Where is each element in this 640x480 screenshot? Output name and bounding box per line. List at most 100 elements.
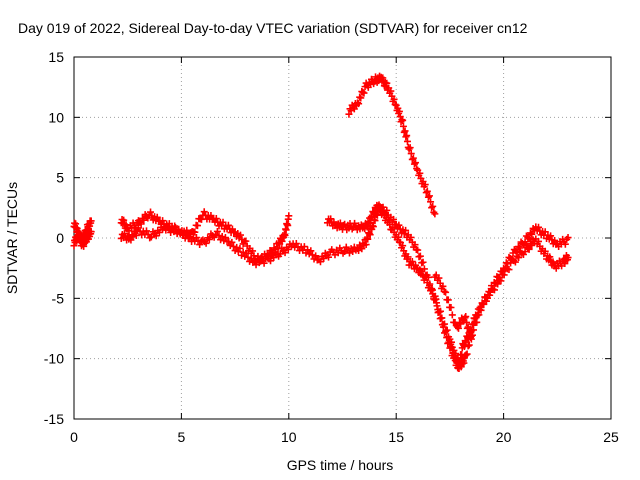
data-point-marker: [87, 217, 95, 225]
data-point-marker: [236, 231, 244, 239]
data-point-marker: [379, 207, 387, 215]
data-point-marker: [399, 116, 407, 124]
data-point-marker: [215, 232, 223, 240]
data-point-marker: [463, 350, 471, 358]
x-tick-label: 20: [496, 429, 512, 445]
y-axis-label: SDTVAR / TECUs: [4, 182, 20, 294]
data-point-marker: [500, 271, 508, 279]
data-point-marker: [427, 198, 435, 206]
data-point-marker: [428, 285, 436, 293]
data-point-marker: [419, 258, 427, 266]
data-point-marker: [162, 226, 170, 234]
data-point-marker: [147, 208, 155, 216]
data-point-marker: [385, 216, 393, 224]
data-point-marker: [439, 323, 447, 331]
data-point-marker: [316, 258, 324, 266]
data-point-marker: [444, 339, 452, 347]
y-tick-label: -15: [44, 411, 64, 427]
data-point-marker: [547, 232, 555, 240]
data-point-marker: [511, 258, 519, 266]
data-point-marker: [564, 254, 572, 262]
data-point-marker: [300, 243, 308, 251]
data-point-marker: [505, 266, 513, 274]
data-point-marker: [390, 95, 398, 103]
data-point-marker: [360, 89, 368, 97]
series-trace-g: [431, 271, 475, 343]
data-point-marker: [409, 154, 417, 162]
x-tick-label: 25: [603, 429, 619, 445]
data-point-marker: [437, 314, 445, 322]
data-point-marker: [526, 229, 534, 237]
data-point-marker: [450, 352, 458, 360]
data-point-marker: [421, 181, 429, 189]
data-point-marker: [362, 241, 370, 249]
data-point-marker: [404, 253, 412, 261]
data-point-marker: [439, 282, 447, 290]
data-point-marker: [408, 258, 416, 265]
data-point-marker: [432, 295, 440, 303]
data-point-marker: [462, 313, 470, 321]
data-point-marker: [428, 204, 436, 212]
data-point-marker: [194, 222, 202, 230]
data-point-marker: [521, 248, 529, 256]
data-point-marker: [408, 155, 416, 163]
data-point-marker: [345, 249, 353, 257]
data-point-marker: [225, 237, 233, 245]
data-point-marker: [444, 296, 452, 304]
data-point-marker: [466, 328, 474, 336]
data-point-marker: [364, 235, 372, 243]
data-point-marker: [454, 324, 462, 332]
data-point-marker: [442, 328, 450, 336]
data-point-marker: [178, 227, 186, 235]
data-point-marker: [424, 193, 432, 201]
data-point-marker: [221, 234, 229, 242]
data-point-marker: [350, 105, 358, 113]
data-point-marker: [363, 234, 371, 242]
series-trace-e: [323, 201, 572, 373]
y-tick-label: 15: [48, 49, 64, 65]
data-point-marker: [312, 252, 320, 260]
data-point-marker: [276, 250, 284, 258]
data-point-marker: [137, 220, 145, 228]
data-point-marker: [406, 144, 414, 152]
data-point-marker: [416, 169, 424, 177]
data-point-marker: [521, 238, 529, 246]
data-point-marker: [395, 107, 403, 115]
data-point-marker: [429, 290, 437, 298]
data-point-marker: [140, 216, 148, 224]
data-point-marker: [486, 291, 494, 299]
data-point-marker: [366, 231, 374, 239]
data-point-marker: [446, 344, 454, 352]
data-point-marker: [525, 235, 533, 243]
data-point-marker: [403, 132, 411, 140]
data-point-marker: [535, 223, 543, 231]
data-point-marker: [443, 334, 451, 342]
data-point-marker: [497, 277, 505, 285]
data-point-marker: [411, 241, 419, 249]
data-point-marker: [416, 252, 424, 260]
data-point-marker: [249, 247, 257, 255]
data-point-marker: [167, 228, 175, 236]
data-point-marker: [461, 314, 469, 322]
data-point-marker: [435, 308, 443, 316]
data-point-marker: [414, 246, 422, 254]
data-point-marker: [473, 312, 481, 320]
data-point-marker: [155, 229, 163, 237]
data-point-marker: [442, 288, 450, 296]
data-point-marker: [267, 257, 275, 265]
data-point-marker: [402, 133, 410, 141]
data-point-marker: [561, 240, 569, 248]
data-point-marker: [551, 236, 559, 244]
data-point-marker: [242, 249, 250, 257]
data-points: [70, 72, 572, 373]
data-point-marker: [463, 318, 471, 326]
data-point-marker: [407, 233, 415, 241]
data-point-marker: [467, 335, 475, 343]
data-point-marker: [87, 228, 95, 236]
y-tick-label: 0: [56, 230, 64, 246]
data-point-marker: [435, 274, 443, 282]
data-point-marker: [400, 230, 408, 238]
data-point-marker: [260, 259, 268, 267]
data-point-marker: [349, 248, 357, 256]
